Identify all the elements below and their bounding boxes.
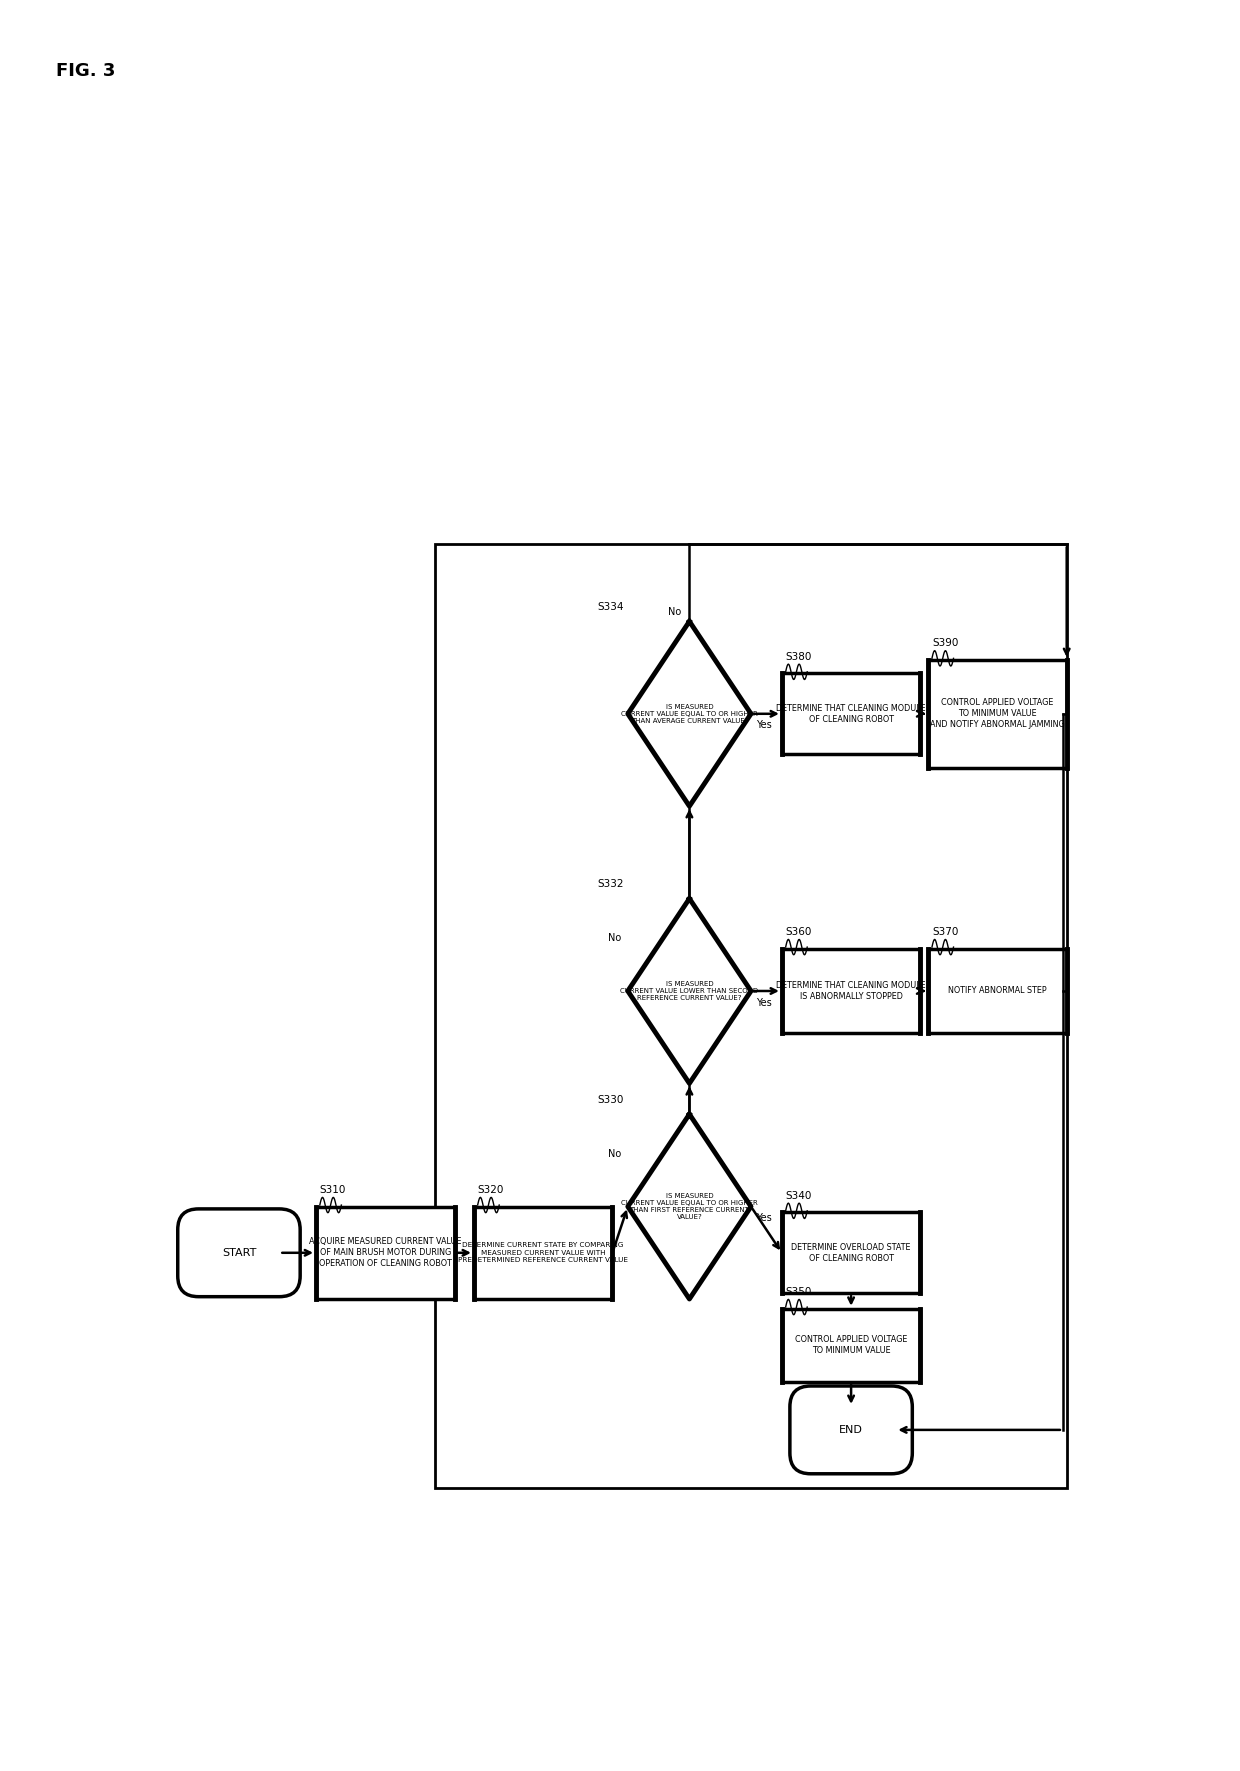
- Text: IS MEASURED
CURRENT VALUE EQUAL TO OR HIGHER
THAN AVERAGE CURRENT VALUE?: IS MEASURED CURRENT VALUE EQUAL TO OR HI…: [621, 703, 758, 724]
- Bar: [781, 949, 920, 1032]
- Text: Yes: Yes: [755, 721, 771, 730]
- Text: Yes: Yes: [755, 997, 771, 1008]
- Polygon shape: [627, 898, 751, 1084]
- Bar: [928, 661, 1066, 767]
- Text: END: END: [839, 1426, 863, 1435]
- Text: FIG. 3: FIG. 3: [56, 62, 115, 80]
- Text: No: No: [609, 933, 621, 942]
- Text: START: START: [222, 1249, 257, 1257]
- Text: No: No: [668, 607, 682, 616]
- Text: S334: S334: [598, 602, 624, 613]
- Text: S350: S350: [786, 1288, 812, 1296]
- FancyBboxPatch shape: [790, 1387, 913, 1473]
- Text: S390: S390: [932, 638, 959, 648]
- Text: S380: S380: [786, 652, 812, 662]
- Bar: [316, 1206, 455, 1298]
- Text: DETERMINE THAT CLEANING MODULE
IS ABNORMALLY STOPPED: DETERMINE THAT CLEANING MODULE IS ABNORM…: [776, 981, 926, 1001]
- Text: CONTROL APPLIED VOLTAGE
TO MINIMUM VALUE: CONTROL APPLIED VOLTAGE TO MINIMUM VALUE: [795, 1335, 908, 1355]
- Bar: [781, 1309, 920, 1381]
- Text: NOTIFY ABNORMAL STEP: NOTIFY ABNORMAL STEP: [949, 986, 1047, 995]
- Bar: [928, 949, 1066, 1032]
- Text: S320: S320: [477, 1185, 503, 1195]
- Text: S330: S330: [598, 1094, 624, 1105]
- Text: Yes: Yes: [755, 1213, 771, 1224]
- Bar: [781, 673, 920, 754]
- Text: No: No: [609, 1149, 621, 1158]
- Text: S370: S370: [932, 926, 959, 937]
- Bar: [435, 544, 1066, 1488]
- Text: DETERMINE CURRENT STATE BY COMPARING
MEASURED CURRENT VALUE WITH
PREDETERMINED R: DETERMINE CURRENT STATE BY COMPARING MEA…: [458, 1241, 629, 1263]
- Text: IS MEASURED
CURRENT VALUE LOWER THAN SECOND
REFERENCE CURRENT VALUE?: IS MEASURED CURRENT VALUE LOWER THAN SEC…: [620, 981, 759, 1001]
- Bar: [474, 1206, 613, 1298]
- Text: ACQUIRE MEASURED CURRENT VALUE
OF MAIN BRUSH MOTOR DURING
OPERATION OF CLEANING : ACQUIRE MEASURED CURRENT VALUE OF MAIN B…: [309, 1238, 461, 1268]
- Text: S310: S310: [320, 1185, 346, 1195]
- Text: S360: S360: [786, 926, 812, 937]
- Polygon shape: [627, 1114, 751, 1298]
- FancyBboxPatch shape: [177, 1210, 300, 1296]
- Bar: [781, 1213, 920, 1293]
- Text: DETERMINE OVERLOAD STATE
OF CLEANING ROBOT: DETERMINE OVERLOAD STATE OF CLEANING ROB…: [791, 1243, 911, 1263]
- Text: IS MEASURED
CURRENT VALUE EQUAL TO OR HIGHER
THAN FIRST REFERENCE CURRENT
VALUE?: IS MEASURED CURRENT VALUE EQUAL TO OR HI…: [621, 1194, 758, 1220]
- Text: S340: S340: [786, 1190, 812, 1201]
- Text: S332: S332: [598, 880, 624, 889]
- Text: DETERMINE THAT CLEANING MODULE
OF CLEANING ROBOT: DETERMINE THAT CLEANING MODULE OF CLEANI…: [776, 703, 926, 724]
- Polygon shape: [627, 622, 751, 806]
- Text: CONTROL APPLIED VOLTAGE
TO MINIMUM VALUE
AND NOTIFY ABNORMAL JAMMING: CONTROL APPLIED VOLTAGE TO MINIMUM VALUE…: [930, 698, 1065, 730]
